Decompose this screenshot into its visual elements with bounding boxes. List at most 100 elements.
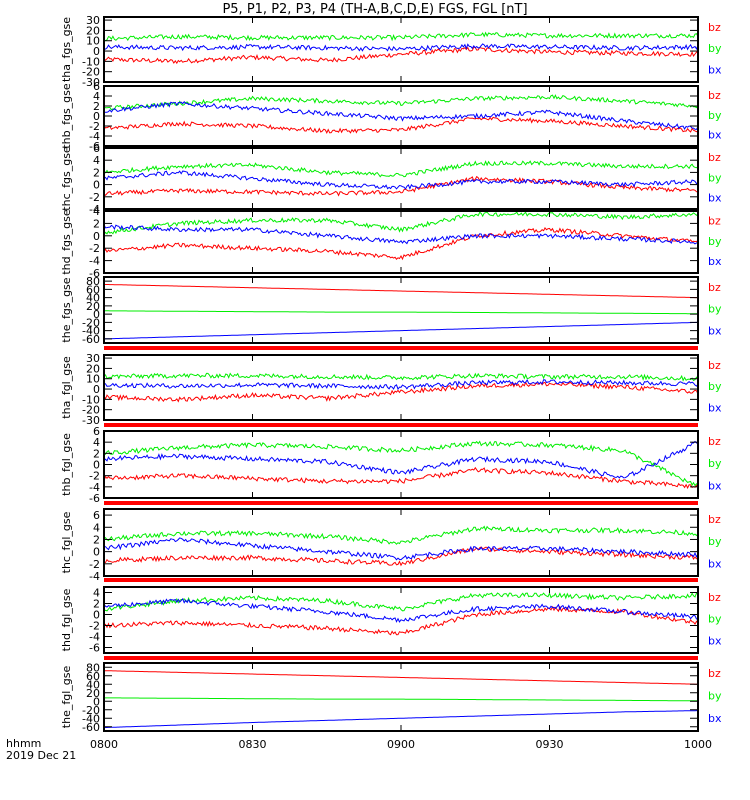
y-tick-label: 60 <box>86 670 100 683</box>
legend-by: by <box>708 613 722 626</box>
y-tick-label: 6 <box>93 425 100 438</box>
y-tick-label: -30 <box>82 414 100 427</box>
legend-bz: bz <box>708 435 721 448</box>
y-tick-label: 0 <box>93 179 100 192</box>
legend-bx: bx <box>708 129 722 142</box>
legend-bx: bx <box>708 402 722 415</box>
y-tick-label: 2 <box>93 598 100 611</box>
y-tick-label: 20 <box>86 362 100 375</box>
y-tick-label: -2 <box>89 120 100 133</box>
x-tick-label: 0930 <box>536 738 564 751</box>
series-line-by <box>104 697 698 702</box>
y-tick-label: -60 <box>82 721 100 734</box>
series-line-by <box>103 440 699 487</box>
y-tick-label: 6 <box>93 142 100 155</box>
series-line-bx <box>103 224 699 245</box>
series-line-bx <box>103 597 699 623</box>
y-tick-label: -20 <box>82 404 100 417</box>
y-tick-label: -4 <box>89 631 100 644</box>
y-tick-label: -2 <box>89 242 100 255</box>
y-tick-label: -10 <box>82 393 100 406</box>
data-flag-bar <box>104 346 698 350</box>
series-line-bz <box>103 381 699 403</box>
x-tick-label: 1000 <box>684 738 712 751</box>
y-tick-label: -2 <box>89 620 100 633</box>
y-tick-label: 0 <box>93 45 100 58</box>
legend-bz: bz <box>708 21 721 34</box>
legend-by: by <box>708 457 722 470</box>
y-tick-label: 4 <box>93 154 100 167</box>
y-tick-label: 80 <box>86 275 100 288</box>
y-tick-label: 20 <box>86 687 100 700</box>
y-tick-label: -30 <box>82 76 100 89</box>
time-axis-footer: hhmm 2019 Dec 21 <box>6 738 76 762</box>
y-tick-label: -6 <box>89 642 100 655</box>
legend-by: by <box>708 42 722 55</box>
y-tick-label: 2 <box>93 447 100 460</box>
y-tick-label: 6 <box>93 80 100 93</box>
y-tick-label: -10 <box>82 55 100 68</box>
y-tick-label: -40 <box>82 325 100 338</box>
series-line-bz <box>103 116 699 134</box>
y-tick-label: 0 <box>93 383 100 396</box>
legend-by: by <box>708 171 722 184</box>
legend-bz: bz <box>708 214 721 227</box>
y-tick-label: 0 <box>93 695 100 708</box>
panel-frame <box>103 430 699 499</box>
legend-bx: bx <box>708 557 722 570</box>
y-tick-label: -2 <box>89 558 100 571</box>
time-axis-date: 2019 Dec 21 <box>6 749 77 762</box>
legend-by: by <box>708 690 722 703</box>
y-axis-label: the_fgs_gse <box>60 277 73 342</box>
series-line-bz <box>104 605 699 636</box>
series-line-bz <box>103 226 699 261</box>
y-tick-label: -4 <box>89 255 100 268</box>
legend-bx: bx <box>708 712 722 725</box>
legend-by: by <box>708 235 722 248</box>
panel-thd_fgl_gse: 420-2-4-6 thd_fgl_gse bz by bx <box>60 586 722 655</box>
y-tick-label: -6 <box>89 140 100 153</box>
y-tick-label: -6 <box>89 267 100 280</box>
y-tick-label: 10 <box>86 373 100 386</box>
y-tick-label: -4 <box>89 570 100 583</box>
series-line-bx <box>103 440 699 479</box>
series-line-bx <box>103 321 698 340</box>
x-tick-label: 0830 <box>239 738 267 751</box>
y-tick-label: -20 <box>82 316 100 329</box>
series-line-bx <box>103 537 699 561</box>
y-tick-label: 60 <box>86 283 100 296</box>
y-tick-label: 4 <box>93 90 100 103</box>
series-line-by <box>103 31 699 42</box>
y-tick-label: 0 <box>93 110 100 123</box>
series-line-bz <box>103 46 699 65</box>
y-tick-label: 2 <box>93 100 100 113</box>
data-flag-bar <box>104 656 698 660</box>
y-tick-label: 2 <box>93 533 100 546</box>
y-tick-label: -20 <box>82 704 100 717</box>
y-tick-label: 4 <box>93 587 100 600</box>
legend-bz: bz <box>708 89 721 102</box>
legend-bx: bx <box>708 191 722 204</box>
y-tick-label: 0 <box>93 609 100 622</box>
time-axis-label: hhmm <box>6 737 42 750</box>
y-tick-label: 4 <box>93 436 100 449</box>
series-line-by <box>103 160 699 178</box>
series-line-bz <box>103 283 698 299</box>
data-flag-bar <box>104 501 698 505</box>
series-line-bx <box>103 170 699 190</box>
legend-bx: bx <box>708 324 722 337</box>
legend-bz: bz <box>708 359 721 372</box>
legend-bz: bz <box>708 591 721 604</box>
y-tick-label: -4 <box>89 130 100 143</box>
y-axis-label: thc_fgl_gse <box>60 511 73 573</box>
y-tick-label: 0 <box>93 546 100 559</box>
y-axis-label: thb_fgs_gse <box>60 83 73 149</box>
